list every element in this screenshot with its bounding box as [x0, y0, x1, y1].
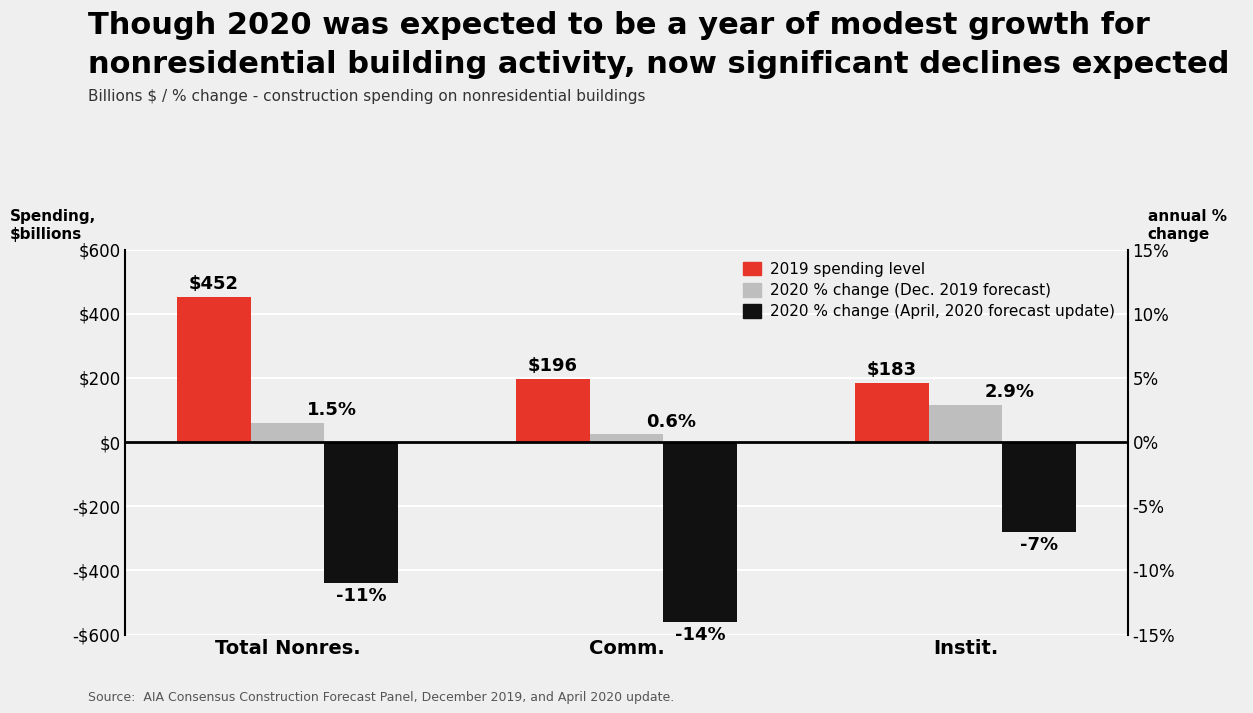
Text: $452: $452: [189, 275, 239, 293]
Text: 0.6%: 0.6%: [645, 413, 695, 431]
Bar: [177, 297, 251, 442]
Text: $183: $183: [867, 361, 917, 379]
Legend: 2019 spending level, 2020 % change (Dec. 2019 forecast), 2020 % change (April, 2: 2019 spending level, 2020 % change (Dec.…: [738, 257, 1120, 324]
Bar: [663, 442, 737, 622]
Text: Though 2020 was expected to be a year of modest growth for: Though 2020 was expected to be a year of…: [88, 11, 1149, 40]
Bar: [516, 379, 590, 442]
Bar: [855, 384, 928, 442]
Bar: [1002, 442, 1076, 532]
Text: annual %
change: annual % change: [1148, 210, 1227, 242]
Text: $196: $196: [528, 357, 578, 375]
Bar: [590, 434, 663, 442]
Text: 2.9%: 2.9%: [985, 383, 1035, 401]
Text: Spending,
$billions: Spending, $billions: [10, 210, 96, 242]
Text: Billions $ / % change - construction spending on nonresidential buildings: Billions $ / % change - construction spe…: [88, 89, 645, 104]
Text: -11%: -11%: [336, 587, 386, 605]
Bar: [928, 405, 1002, 442]
Bar: [325, 442, 398, 583]
Text: Source:  AIA Consensus Construction Forecast Panel, December 2019, and April 202: Source: AIA Consensus Construction Forec…: [88, 692, 674, 704]
Bar: [251, 423, 325, 442]
Text: -14%: -14%: [675, 625, 725, 644]
Text: 1.5%: 1.5%: [307, 401, 357, 419]
Text: -7%: -7%: [1020, 535, 1059, 554]
Text: nonresidential building activity, now significant declines expected: nonresidential building activity, now si…: [88, 50, 1229, 79]
